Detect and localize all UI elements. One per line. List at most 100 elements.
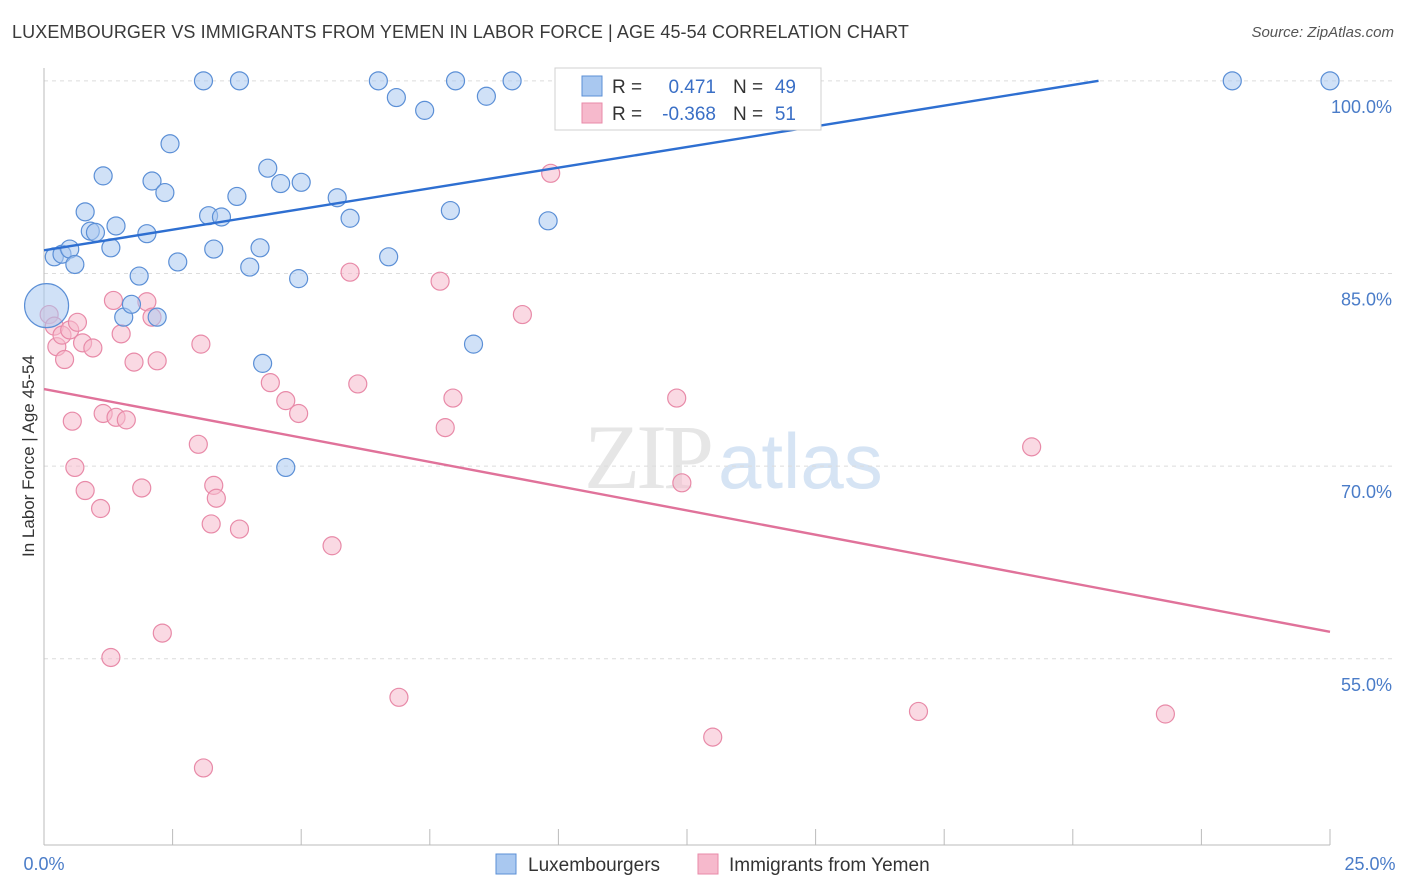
point-yemen	[276, 391, 296, 411]
point-yemen	[389, 687, 409, 707]
point-luxembourger	[1222, 71, 1242, 91]
point-luxembourger	[476, 86, 496, 106]
point-yemen	[443, 388, 463, 408]
legend-r-value-pink: -0.368	[662, 104, 716, 125]
legend-n-label-pink: N =	[733, 104, 763, 125]
legend-n-value-pink: 51	[775, 104, 796, 125]
point-yemen	[193, 758, 214, 778]
point-yemen	[348, 374, 368, 394]
point-luxembourger	[502, 71, 522, 91]
watermark-atlas: atlas	[718, 417, 883, 505]
point-yemen	[83, 338, 103, 358]
y-tick-label: 55.0%	[1341, 675, 1392, 695]
point-luxembourger	[250, 238, 270, 258]
point-luxembourger	[155, 182, 175, 203]
point-luxembourger	[276, 457, 296, 478]
point-yemen	[111, 324, 131, 344]
point-yemen	[62, 411, 82, 431]
point-yemen	[260, 373, 280, 393]
legend-swatch-pink	[581, 102, 603, 124]
trend-line-luxembourgers	[43, 79, 1099, 252]
series-legend-swatch-luxembourgers	[495, 853, 517, 875]
point-yemen	[289, 403, 309, 424]
series-legend: Luxembourgers Immigrants from Yemen	[495, 853, 930, 876]
point-yemen	[703, 727, 723, 747]
point-yemen	[101, 647, 121, 668]
legend-r-label-pink: R =	[612, 104, 642, 125]
point-yemen	[512, 304, 532, 325]
x-tick-label-max: 25.0%	[1344, 854, 1395, 874]
point-luxembourger	[93, 166, 113, 186]
point-luxembourger	[75, 202, 95, 222]
point-yemen	[1155, 704, 1175, 724]
point-yemen	[191, 334, 211, 354]
point-luxembourger	[193, 71, 214, 91]
point-yemen	[132, 478, 152, 498]
point-luxembourger	[538, 211, 558, 231]
point-luxembourger	[415, 100, 435, 120]
point-luxembourger	[289, 269, 309, 289]
point-yemen	[206, 488, 226, 508]
point-luxembourger	[85, 222, 106, 242]
point-yemen	[229, 519, 250, 539]
point-luxembourger	[240, 257, 260, 277]
point-luxembourger	[1320, 71, 1340, 91]
point-yemen	[340, 262, 360, 282]
point-yemen	[152, 623, 172, 643]
point-luxembourger	[253, 353, 273, 373]
point-luxembourger	[227, 186, 247, 207]
series-luxembourgers	[23, 71, 1340, 478]
point-yemen	[435, 418, 455, 438]
legend-n-value-blue: 49	[775, 77, 796, 98]
point-luxembourger	[368, 71, 388, 91]
grid-lines	[44, 80, 1392, 660]
point-luxembourger	[258, 158, 278, 178]
point-luxembourger	[168, 252, 188, 272]
point-yemen	[116, 410, 136, 430]
point-luxembourger	[106, 216, 126, 236]
point-luxembourger	[23, 282, 70, 329]
chart-title: LUXEMBOURGER VS IMMIGRANTS FROM YEMEN IN…	[12, 22, 910, 42]
point-luxembourger	[440, 200, 460, 221]
point-yemen	[322, 536, 342, 556]
trend-line-yemen	[43, 387, 1331, 633]
point-luxembourger	[142, 171, 162, 191]
trend-lines	[43, 79, 1331, 633]
point-luxembourger	[340, 208, 360, 228]
x-axis-ticks	[43, 829, 1331, 845]
point-luxembourger	[379, 247, 399, 267]
point-luxembourger	[386, 87, 406, 108]
legend-swatch-blue	[581, 75, 603, 97]
legend-r-label-blue: R =	[612, 77, 642, 98]
point-luxembourger	[147, 307, 167, 327]
point-yemen	[54, 349, 75, 370]
point-yemen	[103, 290, 124, 311]
point-yemen	[1022, 437, 1042, 457]
y-axis-title: In Labor Force | Age 45-54	[19, 355, 38, 557]
y-tick-label: 100.0%	[1331, 97, 1392, 117]
y-tick-label: 70.0%	[1341, 482, 1392, 502]
point-yemen	[667, 388, 687, 408]
point-yemen	[75, 480, 95, 501]
point-yemen	[124, 352, 144, 372]
point-luxembourger	[129, 266, 149, 286]
point-luxembourger	[204, 239, 224, 259]
point-luxembourger	[463, 334, 484, 354]
point-yemen	[672, 473, 692, 493]
watermark: ZIP atlas	[584, 406, 883, 508]
point-luxembourger	[229, 71, 250, 91]
correlation-legend: R = 0.471 N = 49 R = -0.368 N = 51	[554, 67, 822, 131]
watermark-zip: ZIP	[584, 406, 711, 508]
y-tick-label: 85.0%	[1341, 289, 1392, 309]
point-yemen	[430, 271, 450, 291]
point-yemen	[90, 498, 111, 519]
series-legend-label-luxembourgers: Luxembourgers	[528, 855, 660, 876]
point-yemen	[201, 514, 221, 534]
point-luxembourger	[160, 134, 180, 154]
legend-n-label-blue: N =	[733, 77, 763, 98]
point-luxembourger	[271, 173, 291, 194]
x-tick-label-min: 0.0%	[23, 854, 64, 874]
y-tick-labels: 55.0% 70.0% 85.0% 100.0%	[1331, 97, 1392, 695]
series-legend-swatch-yemen	[697, 853, 719, 875]
legend-r-value-blue: 0.471	[668, 77, 716, 98]
